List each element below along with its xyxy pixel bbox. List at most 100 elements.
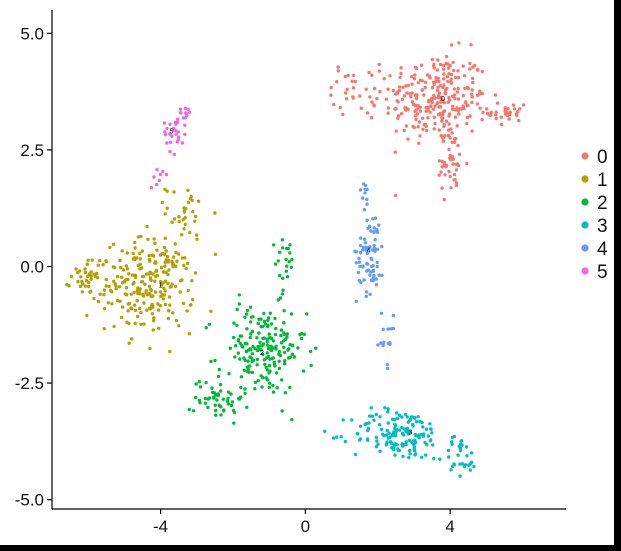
point-cluster-0	[442, 83, 446, 87]
point-cluster-1	[141, 274, 145, 279]
point-cluster-0	[443, 91, 448, 96]
point-cluster-0	[478, 89, 482, 93]
point-cluster-0	[456, 86, 460, 91]
point-cluster-3	[393, 434, 398, 438]
point-cluster-0	[442, 161, 447, 165]
point-cluster-0	[433, 121, 437, 126]
point-cluster-2	[269, 344, 273, 349]
point-cluster-1	[127, 301, 132, 306]
point-cluster-4	[372, 230, 376, 234]
point-cluster-1	[191, 297, 195, 302]
point-cluster-0	[388, 74, 392, 78]
point-cluster-1	[189, 194, 193, 199]
point-cluster-0	[440, 186, 444, 190]
point-cluster-2	[288, 243, 292, 247]
point-cluster-4	[364, 290, 369, 294]
point-cluster-1	[170, 282, 174, 286]
point-cluster-0	[420, 79, 424, 83]
point-cluster-2	[217, 403, 221, 407]
point-cluster-3	[428, 439, 432, 443]
point-cluster-0	[449, 127, 453, 131]
point-cluster-1	[83, 270, 88, 275]
point-cluster-3	[395, 416, 400, 421]
point-cluster-3	[323, 429, 327, 433]
point-cluster-0	[471, 76, 475, 81]
point-cluster-1	[178, 279, 183, 283]
point-cluster-2	[265, 340, 269, 344]
point-cluster-2	[273, 316, 277, 321]
point-cluster-3	[458, 474, 462, 478]
y-tick-label: -5.0	[15, 491, 44, 510]
point-cluster-1	[191, 209, 195, 214]
point-cluster-0	[465, 161, 469, 166]
point-cluster-3	[386, 436, 390, 440]
point-cluster-1	[213, 211, 217, 215]
point-cluster-1	[96, 263, 100, 267]
point-cluster-0	[382, 77, 386, 81]
point-cluster-1	[132, 303, 137, 307]
point-cluster-4	[372, 273, 376, 278]
point-cluster-0	[461, 104, 465, 108]
point-cluster-1	[170, 220, 174, 224]
point-cluster-1	[147, 306, 152, 311]
point-cluster-5	[183, 123, 187, 127]
point-cluster-0	[432, 127, 436, 131]
point-cluster-3	[421, 425, 425, 429]
point-cluster-0	[419, 63, 424, 67]
point-cluster-4	[361, 264, 365, 268]
point-cluster-1	[113, 265, 117, 270]
point-cluster-2	[261, 336, 265, 340]
point-cluster-2	[269, 322, 274, 326]
point-cluster-0	[444, 54, 449, 59]
point-cluster-3	[403, 412, 408, 416]
point-cluster-0	[480, 69, 484, 74]
point-cluster-3	[432, 456, 436, 461]
point-cluster-4	[360, 196, 365, 200]
point-cluster-3	[408, 418, 412, 423]
point-cluster-0	[442, 109, 447, 113]
point-cluster-4	[372, 226, 376, 230]
point-cluster-0	[423, 122, 427, 127]
point-cluster-0	[345, 97, 349, 101]
point-cluster-2	[243, 315, 247, 319]
point-cluster-2	[281, 246, 285, 250]
point-cluster-0	[447, 169, 451, 174]
point-cluster-3	[400, 442, 404, 446]
point-cluster-4	[368, 273, 372, 277]
point-cluster-1	[124, 286, 129, 290]
point-cluster-2	[266, 316, 271, 320]
point-cluster-0	[370, 73, 374, 77]
point-cluster-1	[166, 281, 170, 285]
point-cluster-4	[391, 313, 396, 318]
point-cluster-0	[445, 163, 449, 167]
point-cluster-0	[521, 103, 526, 107]
point-cluster-1	[102, 327, 106, 331]
point-cluster-3	[353, 452, 358, 457]
point-cluster-0	[438, 112, 442, 116]
point-cluster-2	[243, 391, 247, 396]
point-cluster-5	[181, 116, 186, 120]
point-cluster-3	[385, 428, 389, 433]
point-cluster-1	[163, 260, 167, 265]
point-cluster-1	[172, 190, 176, 194]
point-cluster-2	[282, 345, 286, 349]
point-cluster-2	[197, 398, 202, 403]
point-cluster-5	[161, 169, 165, 174]
legend-key-0	[581, 152, 589, 160]
point-cluster-0	[346, 73, 350, 78]
point-cluster-3	[394, 427, 399, 432]
point-cluster-1	[163, 212, 167, 216]
point-cluster-0	[485, 107, 489, 111]
point-cluster-0	[429, 104, 433, 108]
point-cluster-0	[393, 193, 398, 198]
point-cluster-0	[469, 43, 473, 47]
point-cluster-2	[246, 359, 250, 363]
point-cluster-0	[367, 70, 371, 75]
point-cluster-2	[281, 276, 285, 280]
point-cluster-1	[133, 257, 137, 262]
point-cluster-3	[386, 410, 390, 414]
point-cluster-1	[163, 187, 167, 191]
point-cluster-1	[106, 301, 111, 305]
point-cluster-1	[152, 319, 156, 323]
point-cluster-2	[191, 409, 196, 413]
